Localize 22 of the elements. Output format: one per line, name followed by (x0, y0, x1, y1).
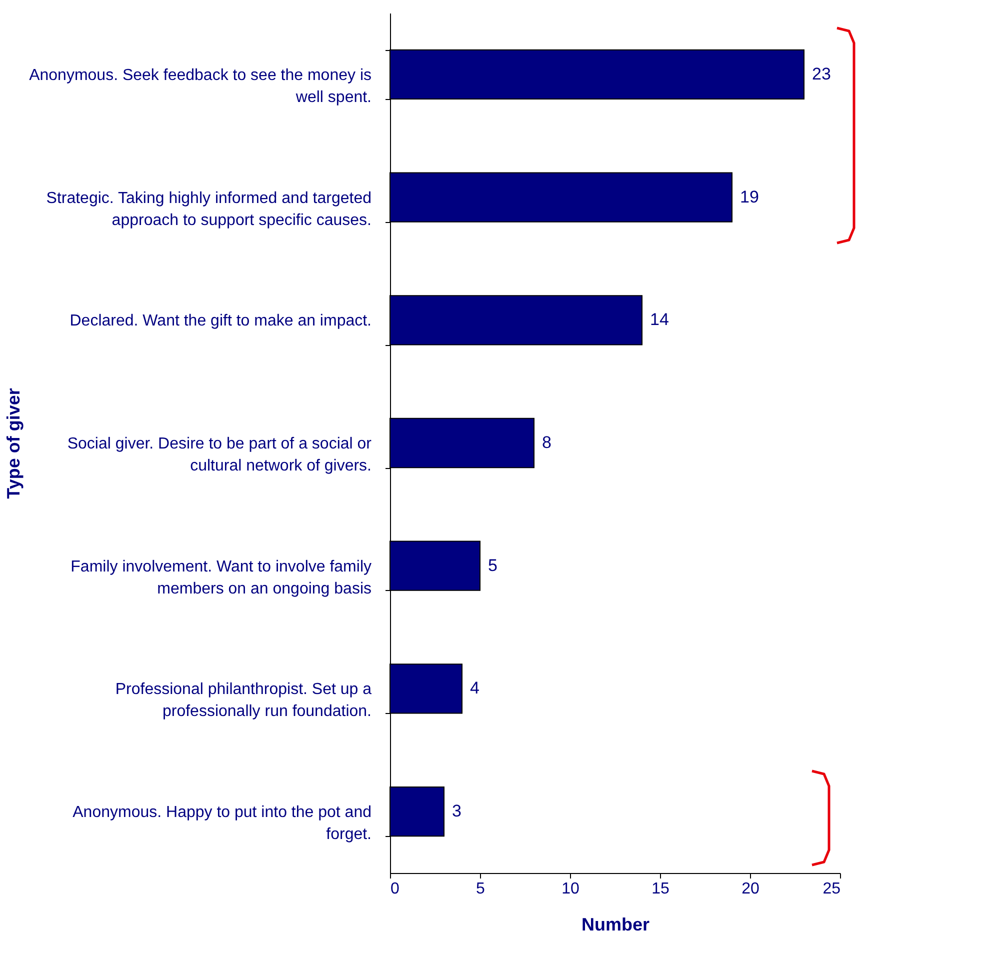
x-tick-label: 10 (562, 880, 580, 898)
data-label: 5 (488, 556, 498, 575)
y-tick-label: Social giver. Desire to be part of a social or cultural network of givers. (67, 436, 372, 474)
x-tick-label: 25 (822, 880, 841, 898)
x-tick-label: 0 (390, 880, 400, 898)
x-tick-label: 20 (742, 880, 760, 898)
data-label: 3 (452, 802, 462, 821)
data-label: 19 (740, 187, 759, 206)
data-label: 23 (812, 64, 831, 84)
x-axis-title: Number (581, 914, 650, 934)
y-tick-label: Anonymous. Happy to put into the pot and forget. (72, 804, 372, 844)
y-tick-label: Anonymous. Seek feedback to see the money is well spent. (29, 66, 372, 106)
y-tick-label: Strategic. Taking highly informed and targeted approach to support specific causes. (46, 190, 372, 229)
y-tick-label: Professional philanthropist. Set up a professionally run foundation. (115, 681, 372, 720)
x-tick-label: 5 (476, 880, 486, 898)
x-tick-label: 15 (652, 880, 670, 898)
y-tick-label: Family involvement. Want to involve family members on an ongoing basis (70, 558, 372, 598)
data-label: 14 (650, 310, 669, 330)
data-label: 8 (542, 433, 552, 452)
y-axis-title: Type of giver (4, 388, 24, 499)
y-tick-label: Declared. Want the gift to make an impact. (70, 312, 372, 330)
data-label: 4 (470, 678, 480, 698)
